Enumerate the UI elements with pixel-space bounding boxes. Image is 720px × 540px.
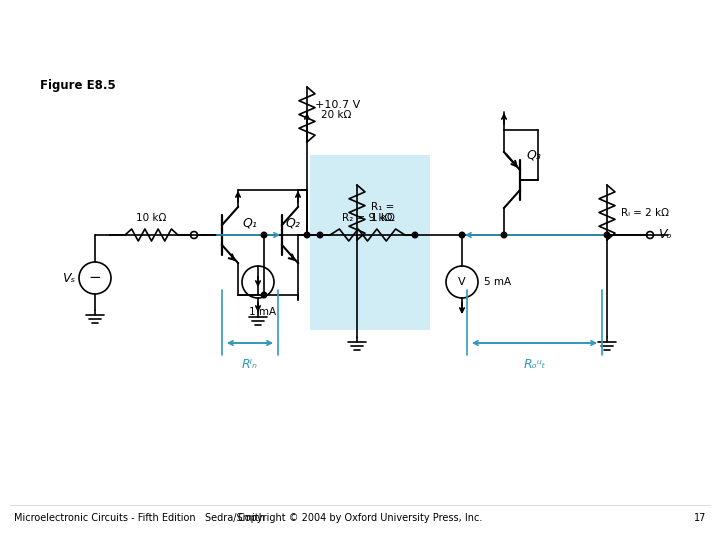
Text: Figure E8.5: Figure E8.5 (40, 78, 116, 91)
Text: +10.7 V: +10.7 V (315, 100, 360, 110)
Text: Vₒ: Vₒ (658, 228, 672, 241)
Text: Microelectronic Circuits - Fifth Edition   Sedra/Smith: Microelectronic Circuits - Fifth Edition… (14, 513, 265, 523)
Text: Q₃: Q₃ (526, 149, 541, 162)
Text: Q₁: Q₁ (242, 217, 257, 230)
Bar (310, 155, 430, 330)
Text: R₂ = 9 kΩ: R₂ = 9 kΩ (342, 213, 392, 223)
Text: 1 mA: 1 mA (249, 307, 276, 317)
Text: Vₛ: Vₛ (62, 272, 75, 285)
Text: 5 mA: 5 mA (484, 277, 511, 287)
Text: Rₒᵘₜ: Rₒᵘₜ (523, 358, 546, 371)
Circle shape (501, 232, 507, 238)
Text: Copyright © 2004 by Oxford University Press, Inc.: Copyright © 2004 by Oxford University Pr… (238, 513, 482, 523)
Circle shape (304, 232, 310, 238)
Text: 10 kΩ: 10 kΩ (136, 213, 167, 223)
Text: Rᴵₙ: Rᴵₙ (242, 358, 258, 371)
Text: 20 kΩ: 20 kΩ (321, 110, 351, 120)
Circle shape (604, 232, 610, 238)
Circle shape (459, 232, 465, 238)
Circle shape (261, 292, 267, 298)
Text: 17: 17 (693, 513, 706, 523)
Text: Q₂: Q₂ (285, 217, 300, 230)
Text: R₁ =
1 kΩ: R₁ = 1 kΩ (371, 202, 395, 224)
Circle shape (261, 232, 267, 238)
Text: −: − (89, 271, 102, 286)
Text: Rₗ = 2 kΩ: Rₗ = 2 kΩ (621, 207, 669, 218)
Text: V: V (458, 277, 466, 287)
Circle shape (318, 232, 323, 238)
Circle shape (412, 232, 418, 238)
